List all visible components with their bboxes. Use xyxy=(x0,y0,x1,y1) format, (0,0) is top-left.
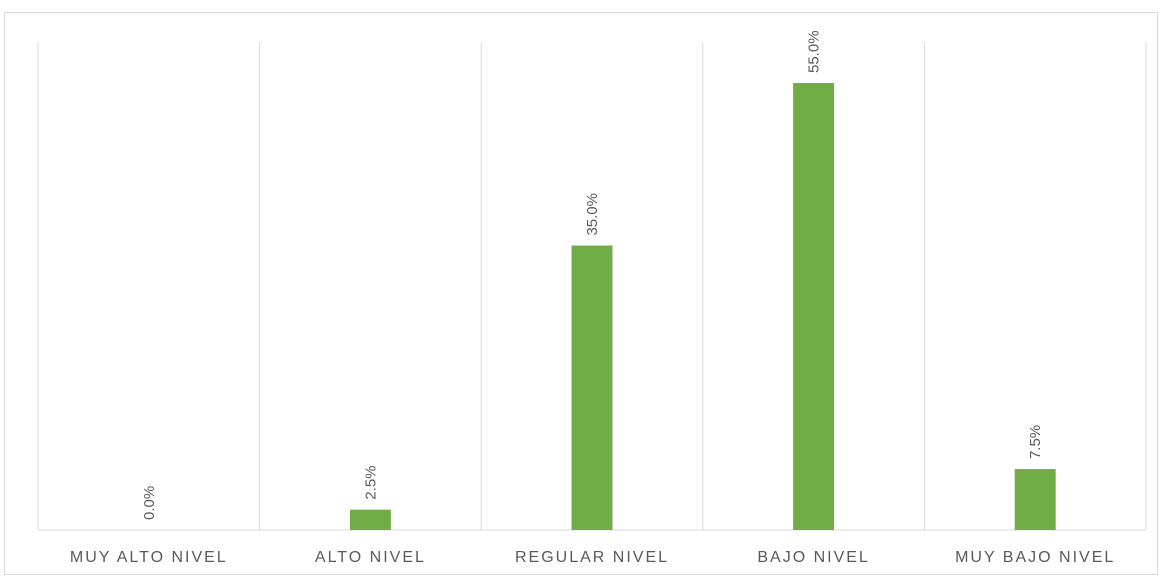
data-label-4: 55.0% xyxy=(806,30,823,73)
category-label-1: MUY ALTO NIVEL xyxy=(70,549,228,566)
bars xyxy=(349,83,1056,530)
data-label-1: 0.0% xyxy=(141,486,158,520)
bar-4 xyxy=(793,83,835,530)
data-label-2: 2.5% xyxy=(362,465,379,499)
category-label-4: BAJO NIVEL xyxy=(757,549,869,566)
bar-5 xyxy=(1014,469,1056,530)
data-label-5: 7.5% xyxy=(1027,425,1044,459)
category-labels: MUY ALTO NIVEL ALTO NIVEL REGULAR NIVEL BAJ… xyxy=(70,549,1115,566)
bar-3 xyxy=(571,245,613,530)
category-label-5: MUY BAJO NIVEL xyxy=(955,549,1115,566)
data-label-3: 35.0% xyxy=(584,193,601,236)
bar-2 xyxy=(349,509,391,530)
category-label-3: REGULAR NIVEL xyxy=(515,549,669,566)
data-labels: 0.0% 2.5% 35.0% 55.0% 7.5% xyxy=(141,30,1044,520)
category-separators xyxy=(37,42,1147,530)
category-label-2: ALTO NIVEL xyxy=(315,549,426,566)
